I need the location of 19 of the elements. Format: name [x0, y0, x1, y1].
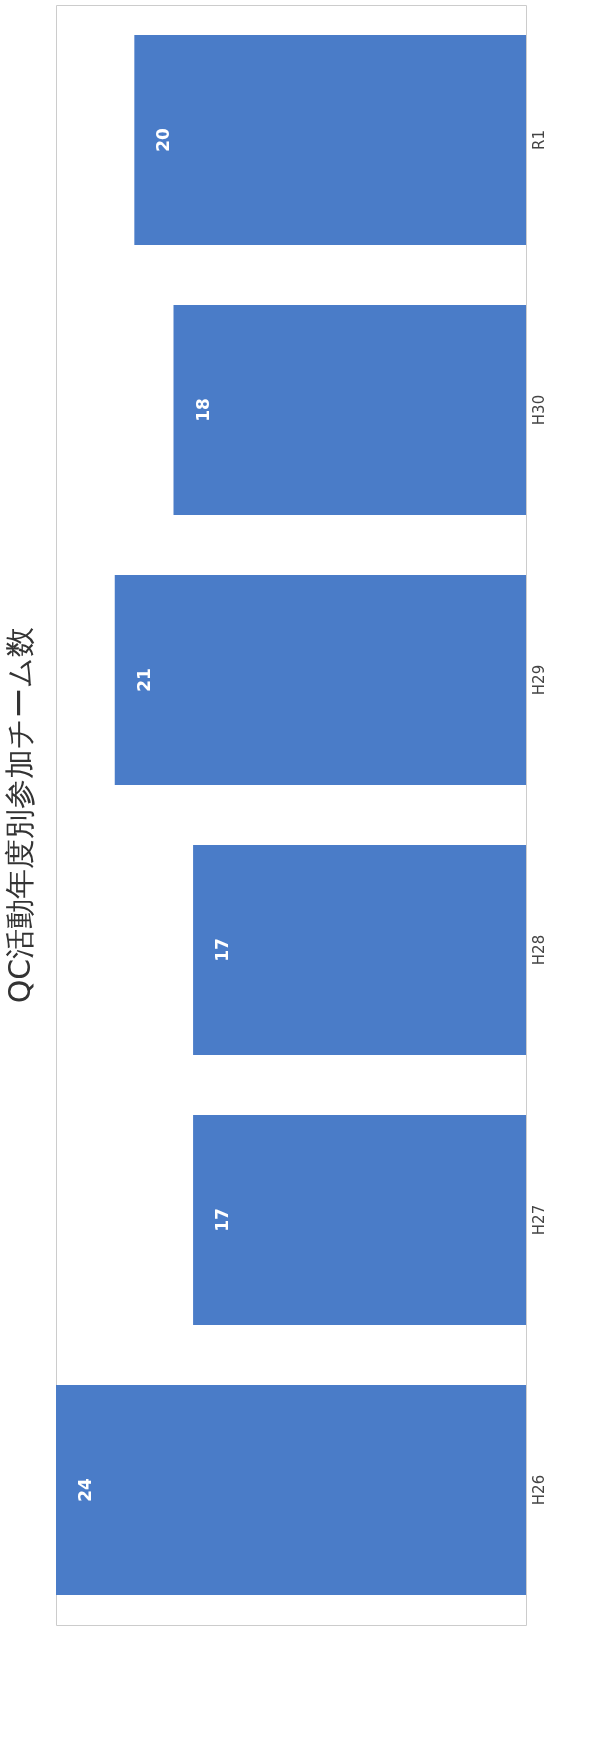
data-label: 17 — [212, 938, 233, 962]
bar — [56, 1385, 526, 1595]
data-label: 21 — [133, 668, 154, 692]
bar — [173, 305, 526, 515]
data-label: 17 — [212, 1208, 233, 1232]
y-tick-label: R1 — [529, 130, 548, 150]
text: QC活動年度別参加チーム数 — [2, 626, 37, 1004]
y-tick-label: H28 — [529, 934, 548, 966]
data-label: 18 — [192, 398, 213, 422]
bar — [114, 575, 526, 785]
y-tick-label: H27 — [529, 1204, 548, 1236]
data-label: 24 — [75, 1478, 95, 1502]
data-label: 20 — [153, 128, 174, 152]
y-tick-label: H29 — [529, 664, 548, 696]
y-tick-label: H26 — [529, 1474, 548, 1506]
bar — [193, 845, 526, 1055]
bar — [134, 35, 526, 245]
y-tick-label: H30 — [529, 394, 548, 426]
bar — [193, 1115, 526, 1325]
